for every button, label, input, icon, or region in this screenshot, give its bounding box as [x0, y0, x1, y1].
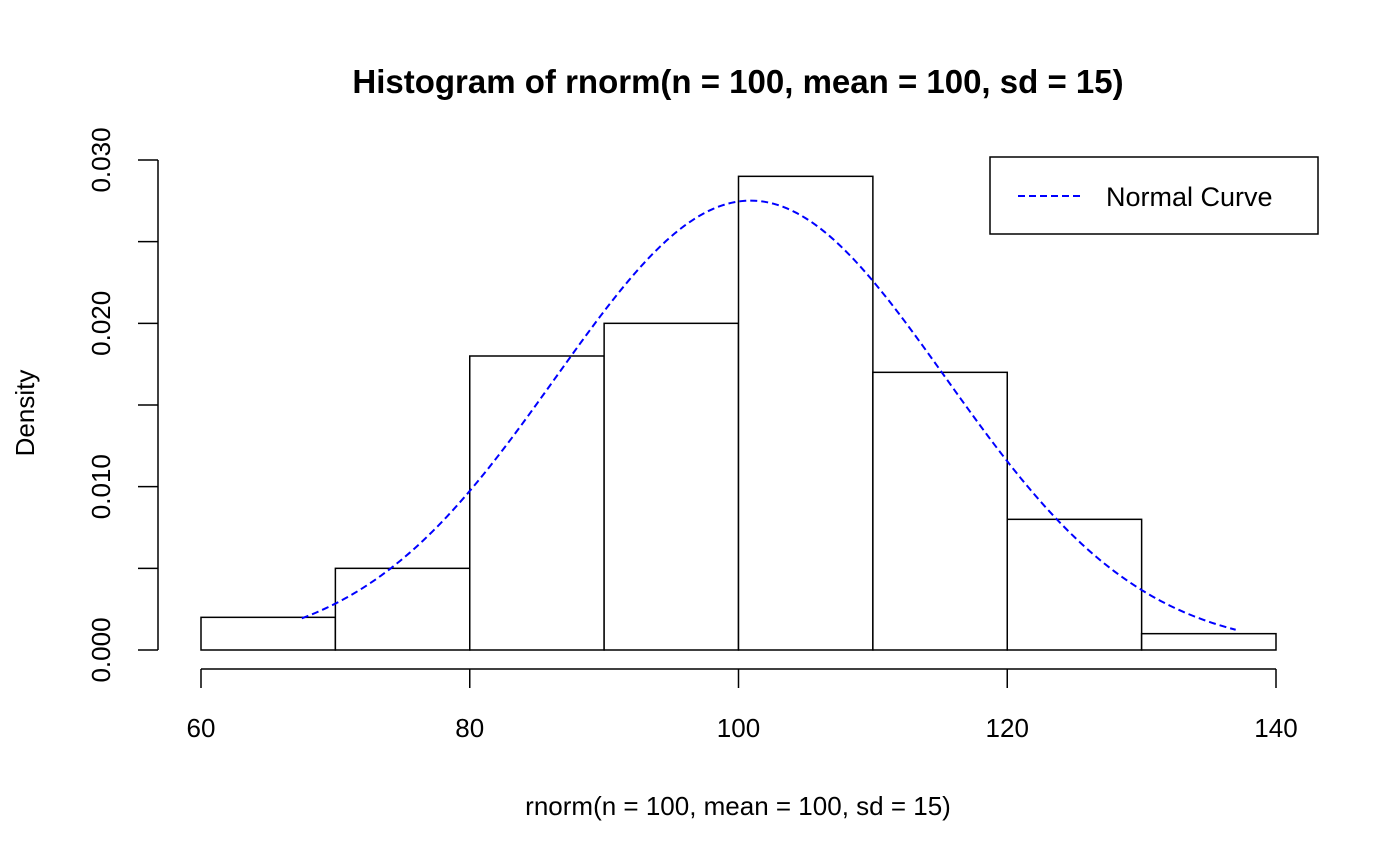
histogram-bars: [200, 175, 1277, 651]
x-axis: 60 80 100 120 140: [187, 668, 1298, 743]
histogram-bar-4: [603, 322, 740, 651]
chart-title: Histogram of rnorm(n = 100, mean = 100, …: [352, 63, 1123, 100]
y-axis: 0.000 0.010 0.020 0.030: [86, 127, 159, 683]
y-axis-label: Density: [10, 370, 40, 457]
x-tick-label-80: 80: [455, 713, 484, 743]
normal-curve-line: [301, 199, 1236, 631]
legend-label-normal-curve: Normal Curve: [1106, 182, 1273, 212]
histogram-bar-8: [1140, 632, 1277, 651]
histogram-bar-2: [334, 567, 471, 651]
histogram-bar-3: [469, 355, 605, 651]
histogram-bar-7: [1006, 518, 1143, 651]
histogram-bar-6: [872, 371, 1008, 651]
y-tick-label-4: 0.020: [86, 291, 116, 356]
y-tick-label-2: 0.010: [86, 454, 116, 519]
x-tick-label-100: 100: [717, 713, 760, 743]
x-axis-label: rnorm(n = 100, mean = 100, sd = 15): [525, 791, 951, 821]
legend: Normal Curve: [989, 156, 1319, 235]
histogram-bar-5: [737, 175, 874, 651]
x-tick-label-120: 120: [986, 713, 1029, 743]
x-tick-label-140: 140: [1254, 713, 1297, 743]
x-tick-label-60: 60: [187, 713, 216, 743]
y-tick-label-0: 0.000: [86, 617, 116, 682]
histogram-bar-1: [200, 616, 337, 651]
y-tick-label-6: 0.030: [86, 127, 116, 192]
